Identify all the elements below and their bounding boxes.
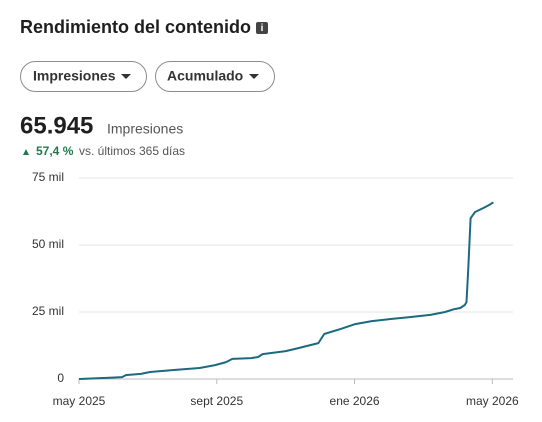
svg-text:i: i [261, 23, 264, 34]
change-note: vs. últimos 365 días [79, 144, 185, 158]
filter-label: Acumulado [167, 68, 243, 84]
up-arrow [23, 149, 29, 155]
x-tick-label: ene 2026 [330, 394, 380, 408]
info-icon[interactable]: i [256, 22, 268, 34]
y-tick-label: 0 [57, 371, 64, 385]
x-tick-label: sept 2025 [190, 394, 243, 408]
total: 65.945 [20, 112, 93, 139]
filter-label: Impresiones [33, 68, 116, 84]
change: 57,4 % [36, 144, 74, 158]
y-tick-label: 25 mil [32, 304, 64, 318]
filter-button[interactable]: Acumulado [155, 61, 275, 92]
title: Rendimiento del contenido [20, 17, 251, 37]
x-tick-label: may 2025 [53, 394, 106, 408]
filter-button[interactable]: Impresiones [20, 61, 147, 92]
chart: 0 25 mil 50 mil 75 mil may 2025 sept 2025 ene … [32, 170, 519, 408]
total-unit: Impresiones [107, 121, 183, 137]
y-tick-label: 75 mil [32, 170, 64, 184]
x-tick-label: may 2026 [466, 394, 519, 408]
y-tick-label: 50 mil [32, 237, 64, 251]
line [78, 201, 494, 380]
